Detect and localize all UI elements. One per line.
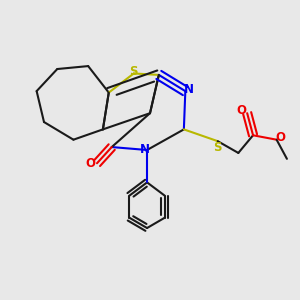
Text: O: O bbox=[275, 131, 285, 144]
Text: S: S bbox=[130, 64, 138, 78]
Text: N: N bbox=[140, 143, 150, 156]
Text: O: O bbox=[237, 104, 247, 117]
Text: N: N bbox=[184, 83, 194, 96]
Text: O: O bbox=[85, 157, 95, 170]
Text: S: S bbox=[214, 141, 222, 154]
